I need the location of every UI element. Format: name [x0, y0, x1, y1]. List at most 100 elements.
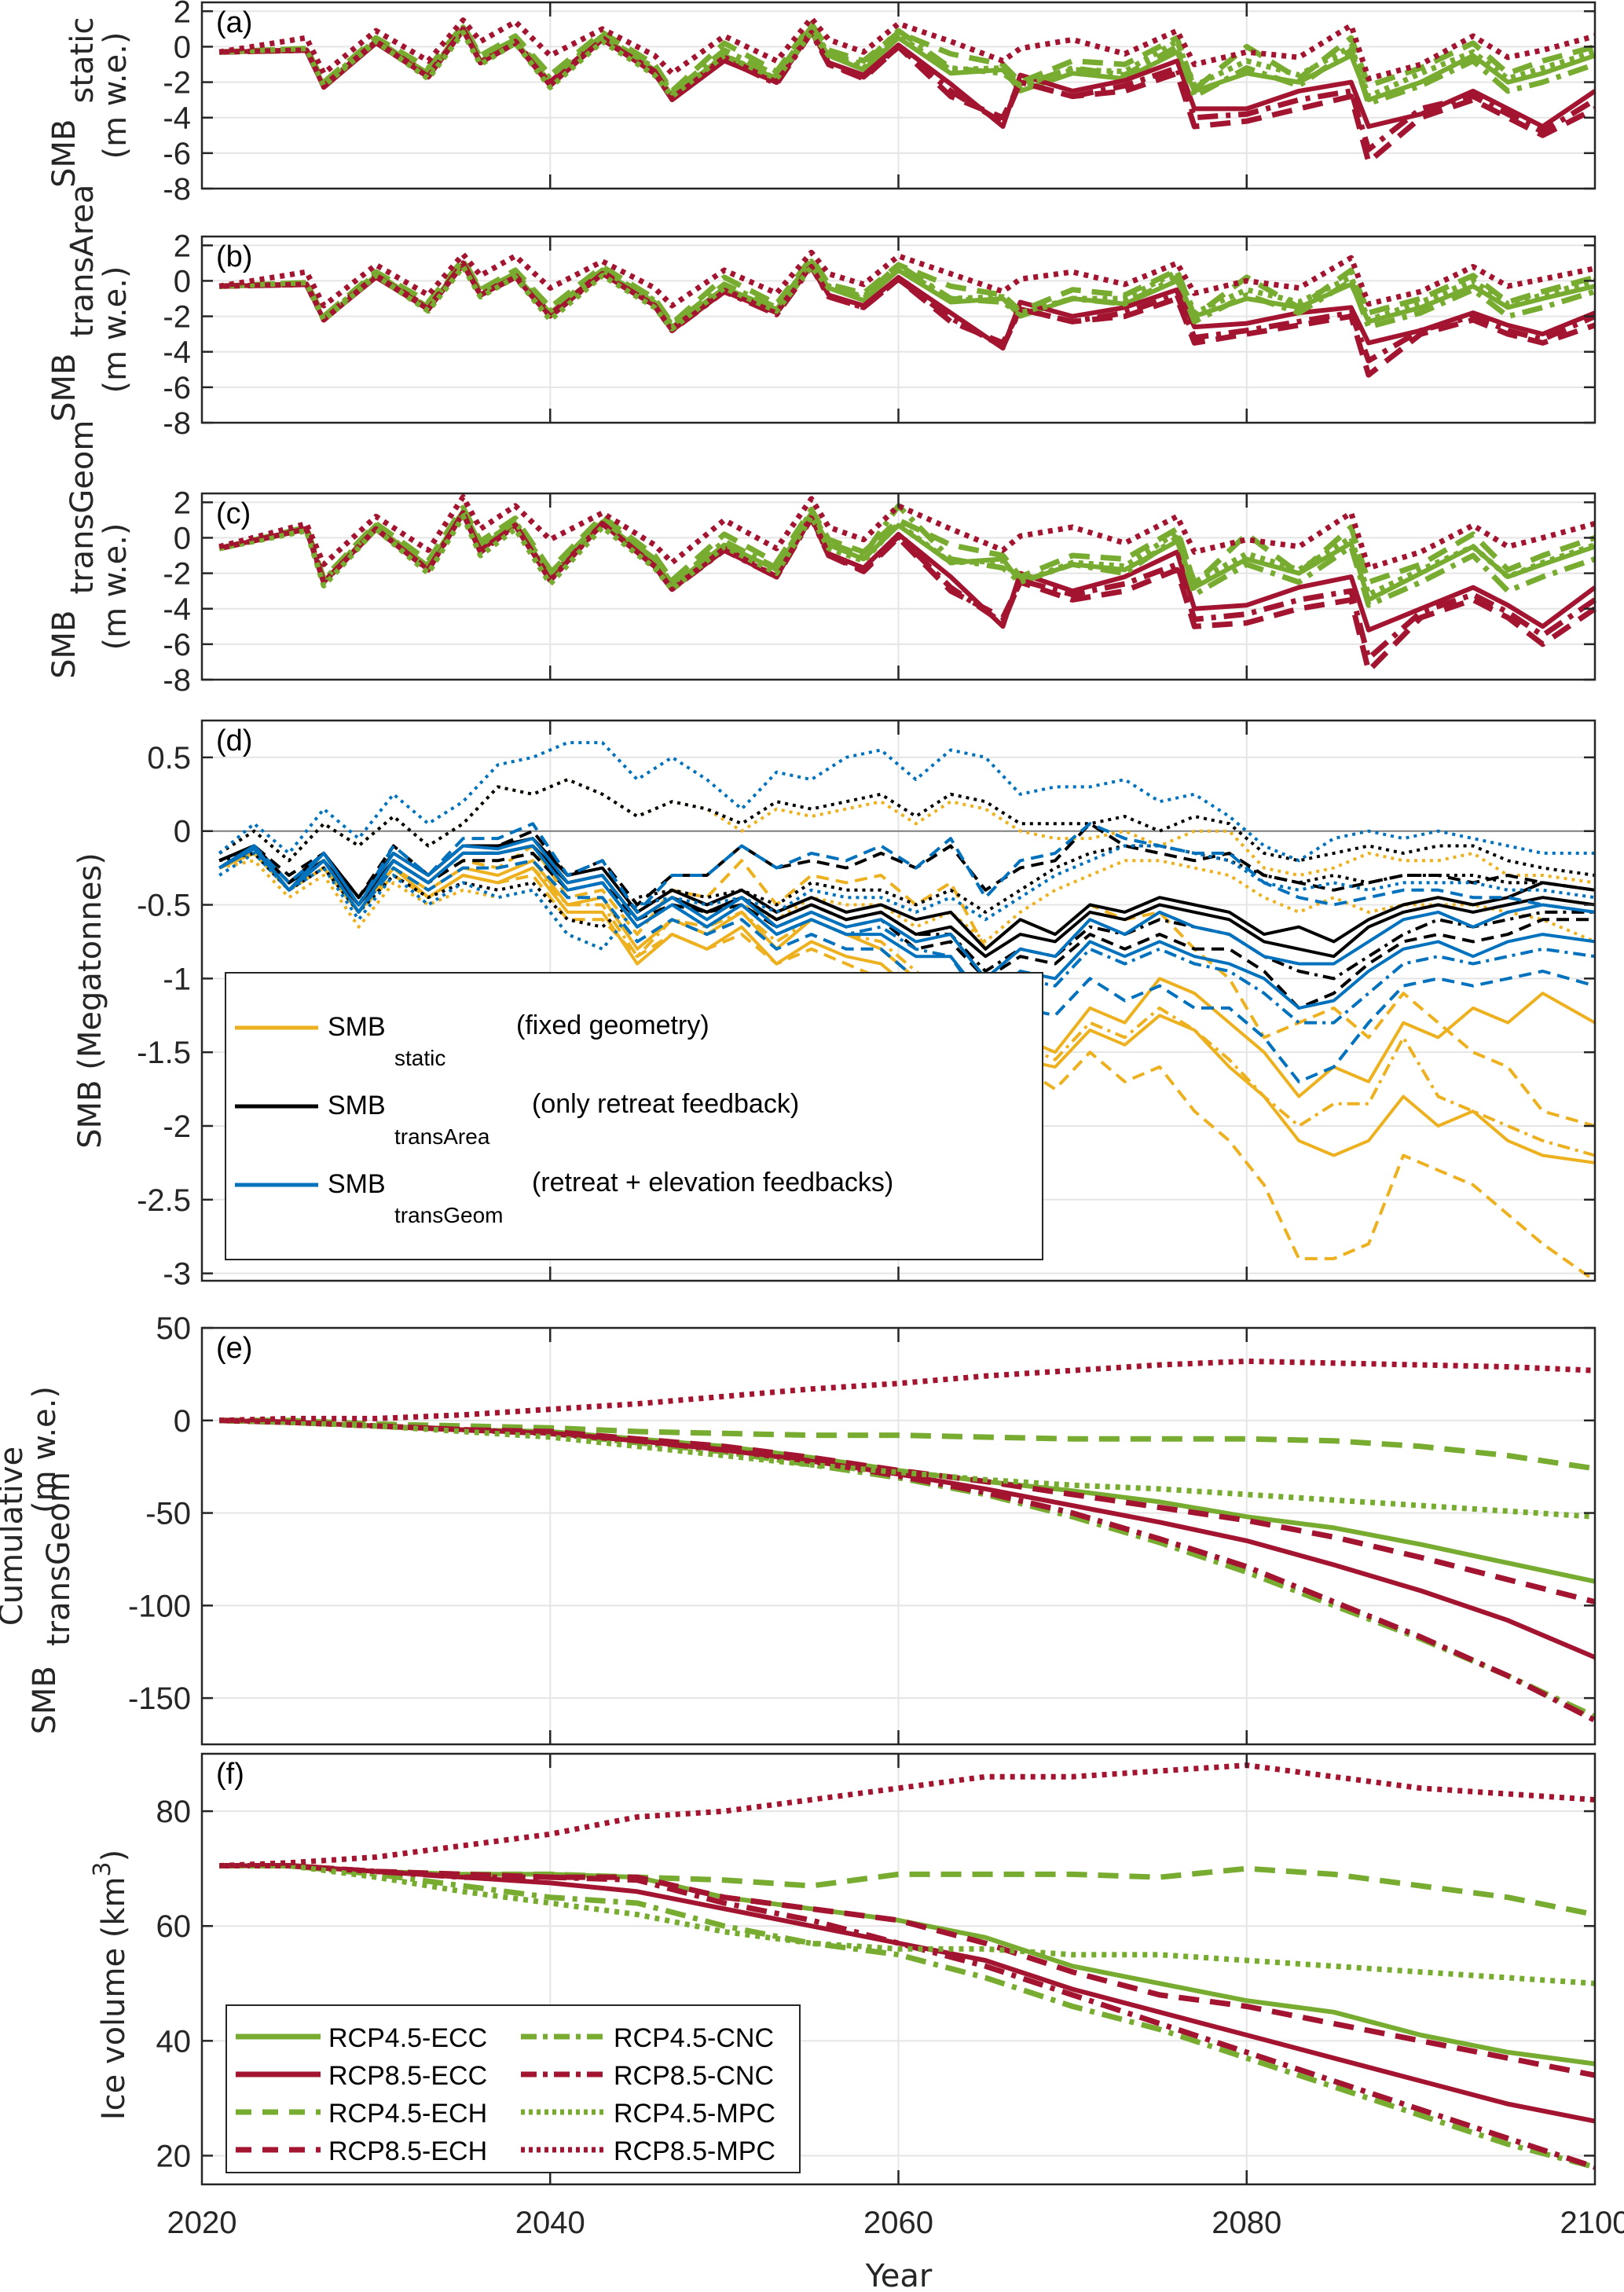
- legend-desc: (only retreat feedback): [532, 1089, 799, 1119]
- legend-label: RCP4.5-ECH: [328, 2099, 487, 2129]
- panel-b: 20-2-4-6-8 (b) SMB transArea(m w.e.): [46, 185, 1597, 441]
- legend-smb: SMB static (fixed geometry) SMB transArea (on…: [225, 972, 1043, 1260]
- series-line-transgeom-mpc-8-5: [218, 741, 1595, 863]
- x-tick-label: 2060: [863, 2206, 933, 2240]
- series-line-rcp8-5-mpc: [219, 1762, 1596, 1868]
- y-tick-label: 2: [174, 0, 191, 29]
- y-label-main: SMB: [46, 119, 82, 188]
- legend-item-rcp8-5-cnc: RCP8.5-CNC: [521, 2061, 774, 2091]
- series-line-static-cnc-4-5: [218, 851, 1596, 1157]
- panel-label: (c): [216, 497, 251, 530]
- y-label-base: Ice volume (km: [96, 1876, 132, 2120]
- legend-label: RCP8.5-MPC: [614, 2136, 775, 2166]
- y-tick-label: -1.5: [137, 1036, 191, 1070]
- series-line-rcp8-5-cnc: [218, 510, 1597, 662]
- y-tick-label: 60: [156, 1909, 192, 1944]
- panel-label: (f): [216, 1758, 244, 1791]
- y-label-sub: static: [64, 17, 101, 104]
- y-label-units: (m w.e.): [97, 266, 134, 394]
- y-tick-label: -2: [163, 66, 191, 101]
- legend-sub: transArea: [394, 1124, 490, 1149]
- series-line-transgeom-mpc-4-5: [218, 844, 1596, 951]
- y-label: Ice volume (km3): [89, 1850, 132, 2120]
- series-line-transgeom-ech-8-5: [218, 847, 1596, 1084]
- grid: [202, 1327, 1595, 1744]
- y-tick-label: -2: [163, 557, 191, 592]
- x-axis-label: Year: [865, 2258, 933, 2292]
- series-line-rcp8-5-cnc: [219, 26, 1597, 152]
- y-axis-label: Ice volume (km3): [89, 1850, 132, 2120]
- series-line-transgeom-cnc-4-5: [218, 844, 1596, 1025]
- legend-label: RCP4.5-CNC: [614, 2023, 774, 2053]
- y-tick-label: -2: [163, 1109, 191, 1144]
- legend-main: SMB: [328, 1169, 386, 1199]
- legend-item-rcp8-5-mpc: RCP8.5-MPC: [521, 2136, 775, 2166]
- y-axis-label: Cumulative SMB transGeom(m w.e.): [0, 1386, 77, 1734]
- series-line-rcp8-5-mpc: [218, 15, 1596, 82]
- y-tick-label: -8: [163, 663, 191, 698]
- y-label-units: (m w.e.): [97, 523, 134, 651]
- y-label: SMB (Megatonnes): [72, 853, 108, 1149]
- series-line-rcp8-5-mpc: [218, 494, 1596, 571]
- series-group: [218, 249, 1597, 378]
- legend-label: RCP8.5-ECH: [328, 2136, 487, 2166]
- x-tick-label: 2040: [515, 2206, 585, 2240]
- legend-item-rcp4-5-ecc: RCP4.5-ECC: [236, 2023, 487, 2053]
- series-line-rcp4-5-mpc: [219, 29, 1597, 100]
- legend-item-rcp8-5-ecc: RCP8.5-ECC: [236, 2061, 487, 2091]
- series-line-static-mpc-4-5: [218, 859, 1596, 951]
- y-tick-label: -6: [163, 137, 191, 171]
- y-tick-label: -1: [163, 962, 191, 996]
- legend-item-rcp4-5-cnc: RCP4.5-CNC: [521, 2023, 774, 2053]
- series-line-rcp4-5-ech: [219, 1417, 1596, 1472]
- y-tick-label: 0: [174, 521, 191, 556]
- panel-d: 0.5 0 -0.5 -1 -1.5 -2 -2.5 -3 (d) SMB (Megatonnes…: [72, 719, 1597, 1292]
- series-line-rcp8-5-cnc: [219, 1863, 1597, 2170]
- legend-scenarios: RCP4.5-ECC RCP8.5-ECC RCP4.5-ECH RCP8.5-ECH…: [225, 2004, 801, 2173]
- series-line-transgeom-ecc-4-5: [218, 837, 1596, 981]
- panel-e: 50 0 -50 -100 -150 (e) Cumulative SMB transGeom(…: [0, 1311, 1597, 1746]
- y-tick-label: -3: [163, 1257, 191, 1292]
- y-label-units: (m w.e.): [27, 1386, 63, 1513]
- y-label-line1: Cumulative: [0, 1447, 30, 1626]
- legend-box: [225, 972, 1043, 1260]
- y-tick-label: 0.5: [147, 741, 191, 776]
- legend-label: RCP8.5-ECC: [328, 2061, 487, 2091]
- y-label-sub: transArea: [64, 185, 101, 338]
- y-tick-label: 50: [156, 1311, 192, 1346]
- y-tick-label: -0.5: [137, 889, 191, 923]
- y-tick-label: -4: [163, 336, 191, 370]
- legend-item-transGeom: SMB transGeom (retreat + elevation feedbac…: [235, 1168, 893, 1227]
- series-group: [219, 1762, 1597, 2170]
- legend-label: RCP4.5-ECC: [328, 2023, 487, 2053]
- series-group: [218, 741, 1597, 1282]
- series-line-transarea-ech-8-5: [218, 844, 1595, 1010]
- y-axis-label: SMB transArea(m w.e.): [46, 185, 134, 422]
- y-label-sub: transGeom: [41, 1472, 77, 1646]
- y-tick-label: -150: [128, 1681, 191, 1716]
- series-line-rcp8-5-cnc: [219, 1417, 1597, 1723]
- y-tick-label: -4: [163, 101, 191, 136]
- panel-label: (b): [216, 240, 252, 273]
- y-tick-label: 0: [174, 264, 191, 299]
- legend-label: RCP4.5-MPC: [614, 2099, 775, 2129]
- series-line-rcp4-5-mpc: [219, 1417, 1596, 1520]
- series-group: [218, 494, 1597, 674]
- y-label-sup: 3: [89, 1861, 116, 1876]
- x-tick-label: 2100: [1560, 2206, 1624, 2240]
- y-label-close: ): [96, 1850, 132, 1862]
- series-line-rcp4-5-ech: [218, 504, 1597, 587]
- panel-label: (e): [216, 1332, 252, 1365]
- series-group: [219, 1358, 1597, 1723]
- legend-desc: (retreat + elevation feedbacks): [532, 1168, 893, 1197]
- legend-label: RCP8.5-CNC: [614, 2061, 774, 2091]
- legend-desc: (fixed geometry): [516, 1010, 709, 1040]
- y-tick-label: 2: [174, 229, 191, 263]
- y-tick-label: -6: [163, 628, 191, 662]
- legend-item-rcp4-5-ech: RCP4.5-ECH: [236, 2099, 487, 2129]
- grid: [202, 493, 1595, 680]
- legend-sub: transGeom: [394, 1203, 504, 1227]
- legend-item-rcp8-5-ech: RCP8.5-ECH: [236, 2136, 487, 2166]
- y-tick-label: 20: [156, 2139, 192, 2173]
- y-tick-label: -8: [163, 406, 191, 441]
